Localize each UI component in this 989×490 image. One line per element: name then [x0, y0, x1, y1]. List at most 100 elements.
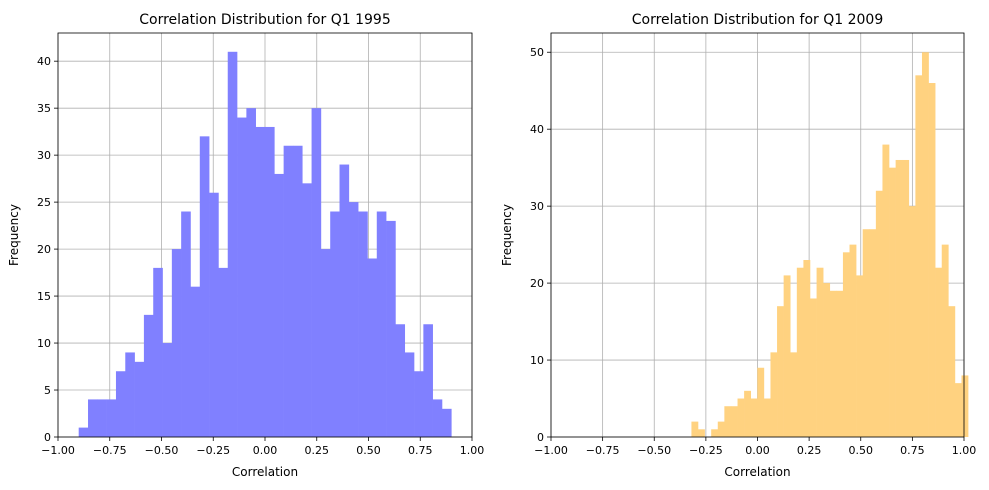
histogram-bar	[246, 108, 256, 438]
histogram-bar	[78, 427, 89, 437]
histogram-bar	[895, 159, 903, 437]
histogram-bar	[737, 398, 745, 437]
y-tick-label: 30	[37, 149, 51, 162]
x-axis-label: Correlation	[232, 465, 298, 479]
histogram-bar	[875, 190, 883, 437]
histogram-bar	[274, 173, 284, 437]
histogram-bar	[441, 408, 452, 437]
x-tick-label: 0.50	[849, 444, 874, 457]
histogram-bar	[730, 406, 738, 437]
y-tick-label: 40	[37, 55, 51, 68]
histogram-bar	[928, 83, 936, 438]
histogram-bar	[829, 290, 837, 437]
y-tick-label: 0	[44, 431, 51, 444]
histogram-bar	[823, 283, 831, 437]
histogram-bar	[162, 343, 173, 437]
histogram-bar	[376, 211, 387, 437]
histogram-bar	[908, 206, 916, 437]
histogram-bar	[218, 267, 229, 437]
x-tick-label: 1.00	[952, 444, 977, 457]
histogram-bar	[856, 275, 863, 437]
histogram-bar	[171, 249, 182, 437]
histogram-bar	[432, 399, 443, 437]
x-tick-label: −1.00	[534, 444, 568, 457]
histogram-bar	[255, 126, 266, 437]
histogram-bar	[190, 286, 201, 437]
x-tick-label: −0.25	[196, 444, 230, 457]
histogram-bar	[915, 75, 923, 438]
y-axis-label: Frequency	[500, 204, 514, 266]
y-tick-label: 10	[37, 337, 51, 350]
x-tick-label: 0.75	[900, 444, 925, 457]
histogram-bar	[311, 108, 322, 438]
x-tick-label: 0.75	[408, 444, 433, 457]
y-tick-label: 40	[530, 123, 544, 136]
x-tick-label: 0.50	[356, 444, 381, 457]
histogram-bar	[711, 429, 719, 437]
y-tick-label: 15	[37, 290, 51, 303]
x-tick-label: 0.25	[797, 444, 822, 457]
histogram-bar	[115, 371, 126, 437]
histogram-bar	[757, 367, 765, 437]
histogram-bar	[237, 117, 247, 437]
x-tick-label: −0.50	[145, 444, 179, 457]
x-tick-label: −0.25	[689, 444, 723, 457]
y-tick-label: 10	[530, 354, 544, 367]
histogram-bar	[744, 390, 752, 437]
histogram-bar	[414, 371, 424, 437]
y-tick-label: 30	[530, 200, 544, 213]
histogram-bar	[367, 258, 378, 437]
histogram-bar	[134, 361, 145, 437]
histogram-bar	[330, 211, 340, 437]
y-tick-label: 20	[37, 243, 51, 256]
histogram-bar	[790, 352, 798, 437]
histogram-bar	[153, 267, 163, 437]
histogram-bar	[302, 183, 312, 437]
histogram-bar	[698, 429, 705, 437]
histogram-bar	[404, 352, 415, 437]
y-tick-label: 50	[530, 46, 544, 59]
histogram-bar	[143, 314, 154, 437]
x-tick-label: 1.00	[460, 444, 485, 457]
histogram-bar	[181, 211, 191, 437]
histogram-bar	[292, 145, 303, 437]
histogram-bar	[842, 252, 850, 437]
histogram-bar	[777, 306, 784, 437]
histogram-2009: −1.00 −0.75 −0.50 −0.25 0.00 0.25 0.50 0.75 1.00…	[500, 12, 976, 479]
histogram-bar	[783, 275, 791, 437]
histogram-bar	[862, 229, 870, 437]
y-tick-label: 25	[37, 196, 51, 209]
x-tick-label: 0.00	[745, 444, 770, 457]
histogram-bar	[961, 375, 969, 437]
histogram-bar	[724, 406, 732, 437]
histogram-bar	[889, 167, 896, 437]
x-tick-label: −1.00	[41, 444, 75, 457]
histogram-bar	[809, 298, 817, 437]
histogram-bar	[423, 324, 433, 437]
histogram-bar	[941, 244, 949, 437]
histogram-bar	[88, 399, 98, 437]
histogram-1995: −1.00 −0.75 −0.50 −0.25 0.00 0.25 0.50 0.75 1.00…	[7, 12, 484, 479]
histogram-bar	[836, 290, 844, 437]
y-tick-label: 0	[537, 431, 544, 444]
x-tick-label: −0.75	[93, 444, 127, 457]
histogram-bar	[209, 192, 219, 437]
histogram-bar	[199, 136, 210, 438]
histogram-bar	[770, 352, 778, 437]
histogram-bar	[763, 398, 771, 437]
histogram-bar	[750, 398, 758, 437]
y-tick-label: 5	[44, 384, 51, 397]
histogram-bar	[948, 306, 956, 437]
histogram-bar	[125, 352, 135, 437]
histogram-bar	[106, 399, 117, 437]
histogram-bar	[882, 144, 890, 438]
histogram-bar	[320, 249, 331, 437]
y-tick-label: 20	[530, 277, 544, 290]
histogram-bar	[954, 383, 962, 437]
histogram-bar	[935, 267, 943, 437]
histogram-bar	[358, 211, 368, 437]
histogram-bar	[803, 260, 811, 437]
y-tick-label: 35	[37, 102, 51, 115]
histogram-bar	[227, 51, 238, 437]
